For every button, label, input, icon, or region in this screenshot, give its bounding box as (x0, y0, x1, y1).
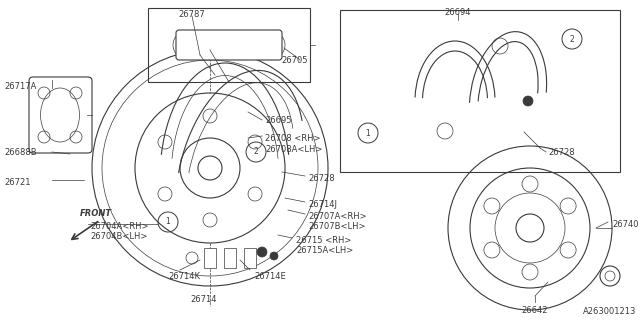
Text: 26721: 26721 (4, 178, 31, 187)
Text: 1: 1 (166, 218, 170, 227)
Bar (244, 248, 256, 268)
Text: 26704B<LH>: 26704B<LH> (90, 232, 147, 241)
Text: A263001213: A263001213 (582, 307, 636, 316)
Text: FRONT: FRONT (80, 209, 112, 218)
Text: 26707B<LH>: 26707B<LH> (308, 222, 365, 231)
Text: 26714K: 26714K (168, 272, 200, 281)
Bar (204, 248, 216, 268)
Text: 26714E: 26714E (254, 272, 285, 281)
Bar (148, 8, 310, 82)
Bar (224, 248, 236, 268)
Text: 2: 2 (253, 148, 259, 156)
Bar (340, 10, 620, 172)
Text: 26704A<RH>: 26704A<RH> (90, 222, 148, 231)
Text: 26708 <RH>: 26708 <RH> (265, 134, 321, 143)
Text: 26717A: 26717A (4, 82, 36, 91)
Text: 26708A<LH>: 26708A<LH> (265, 145, 323, 154)
Text: 26714: 26714 (191, 295, 217, 304)
Text: 26707A<RH>: 26707A<RH> (308, 212, 367, 221)
Text: 26695: 26695 (265, 116, 291, 125)
FancyBboxPatch shape (29, 77, 92, 153)
Text: 26728: 26728 (308, 174, 335, 183)
Text: 26705: 26705 (282, 56, 308, 65)
Text: 26787: 26787 (179, 10, 205, 19)
Text: 26714J: 26714J (308, 200, 337, 209)
Text: 26642: 26642 (522, 306, 548, 315)
Text: 26740: 26740 (612, 220, 639, 229)
Circle shape (523, 96, 533, 106)
Text: 1: 1 (365, 129, 371, 138)
Text: 2: 2 (570, 35, 574, 44)
Circle shape (270, 252, 278, 260)
Text: 26688B: 26688B (4, 148, 36, 157)
Circle shape (257, 247, 267, 257)
Text: 26728: 26728 (548, 148, 575, 157)
Text: 26694: 26694 (445, 8, 471, 17)
Text: 26715 <RH>: 26715 <RH> (296, 236, 351, 245)
FancyBboxPatch shape (176, 30, 282, 60)
Text: 26715A<LH>: 26715A<LH> (296, 246, 353, 255)
